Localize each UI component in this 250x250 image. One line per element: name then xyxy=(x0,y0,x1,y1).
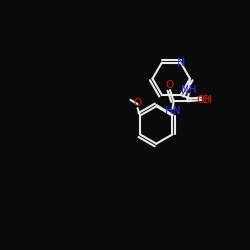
Text: O: O xyxy=(166,80,174,90)
Text: O: O xyxy=(202,95,210,105)
Text: O: O xyxy=(134,98,142,108)
Text: NH: NH xyxy=(181,85,196,95)
Text: HN: HN xyxy=(165,106,180,116)
Text: N: N xyxy=(176,58,185,68)
Text: OH: OH xyxy=(196,95,212,105)
